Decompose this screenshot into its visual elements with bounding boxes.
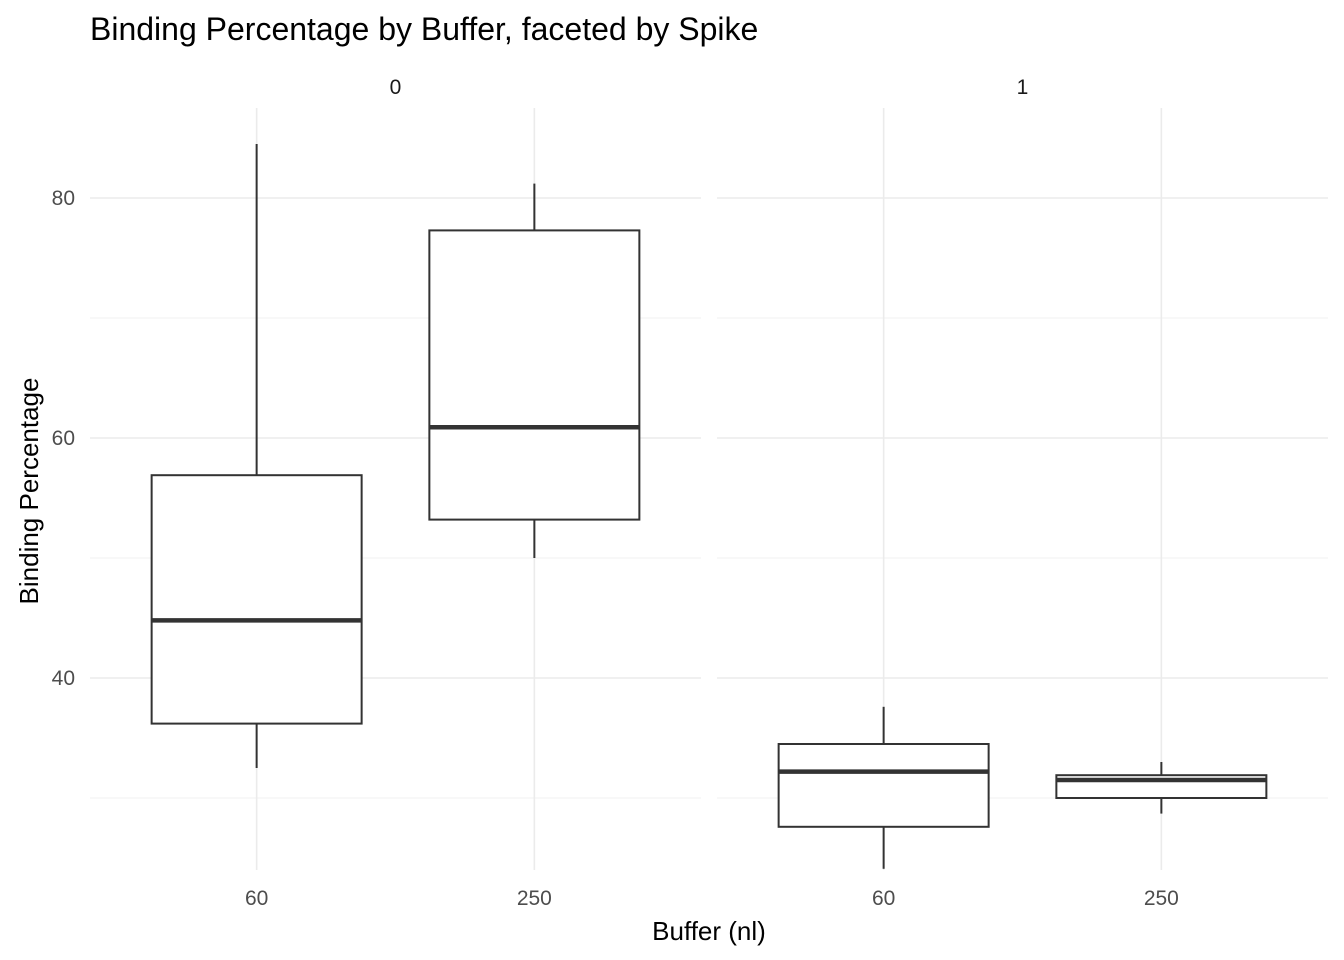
x-tick-label-1-60: 60 — [872, 887, 895, 910]
x-tick-label-0-60: 60 — [245, 887, 268, 910]
facet-label-1: 1 — [1017, 76, 1029, 99]
y-tick-label-60: 60 — [52, 427, 75, 450]
chart-title: Binding Percentage by Buffer, faceted by… — [90, 11, 758, 47]
box-1-60 — [777, 743, 990, 828]
facet-panel-0: 0 60 250 — [90, 76, 701, 910]
y-axis-title: Binding Percentage — [14, 378, 44, 605]
y-tick-label-40: 40 — [52, 667, 75, 690]
facet-panel-1: 1 60 250 — [717, 76, 1328, 910]
x-tick-label-0-250: 250 — [517, 887, 552, 910]
x-tick-label-1-250: 250 — [1144, 887, 1179, 910]
box-0-60 — [150, 474, 363, 725]
facet-label-0: 0 — [390, 76, 402, 99]
y-tick-label-80: 80 — [52, 187, 75, 210]
x-axis-title: Buffer (nl) — [652, 916, 766, 946]
box-0-250 — [428, 229, 641, 521]
y-axis: 40 60 80 — [52, 187, 75, 690]
